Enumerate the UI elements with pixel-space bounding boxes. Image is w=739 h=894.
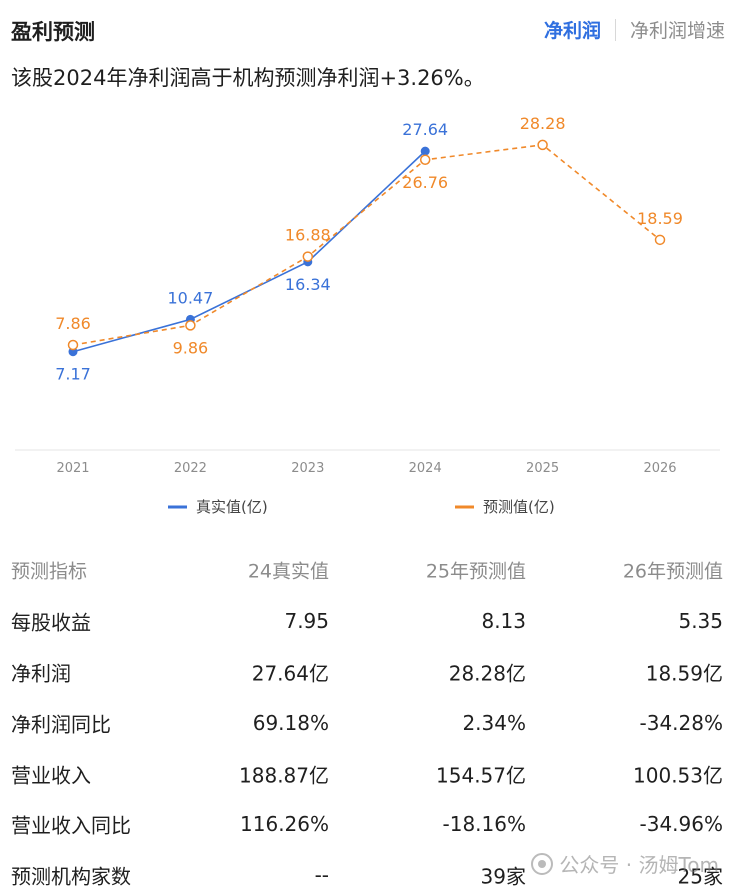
x-tick-2024: 2024 [409, 461, 442, 476]
table-row: 预测机构家数 -- 39家 25家 [0, 850, 739, 894]
x-tick-2023: 2023 [291, 461, 324, 476]
forecast-point-2024 [419, 154, 431, 166]
legend: 真实值(亿) 预测值(亿) [168, 498, 555, 516]
cell-24: -- [314, 863, 329, 888]
table-row: 净利润同比 69.18% 2.34% -34.28% [0, 697, 739, 748]
header-24-actual: 24真实值 [247, 560, 329, 583]
forecast-label-2021: 7.86 [55, 314, 91, 333]
cell-26: 5.35 [678, 609, 723, 634]
forecast-point-2023 [302, 251, 314, 262]
forecast-series: 7.86 9.86 16.88 26.76 28.28 18.59 [55, 114, 683, 358]
cell-24: 7.95 [284, 609, 329, 634]
cell-25: 2.34% [462, 710, 526, 735]
tab-divider [614, 18, 616, 41]
cell-26: 100.53亿 [633, 763, 723, 788]
forecast-point-2022 [185, 320, 196, 331]
row-label: 每股收益 [11, 610, 91, 635]
table-header-row: 预测指标 24真实值 25年预测值 26年预测值 [0, 545, 739, 596]
earnings-forecast-chart: 7.17 10.47 16.34 27.64 7.86 9.86 16.88 26.76 28… [0, 100, 739, 540]
chart-svg: 7.17 10.47 16.34 27.64 7.86 9.86 16.88 26.76 28… [15, 114, 720, 516]
row-label: 预测机构家数 [11, 864, 131, 889]
watermark-text: 公众号 · 汤姆Tom [559, 853, 719, 877]
legend-actual-label: 真实值(亿) [196, 498, 268, 516]
x-tick-labels: 2021 2022 2023 2024 2025 2026 [56, 461, 676, 476]
row-label: 营业收入 [11, 763, 91, 788]
row-label: 营业收入同比 [11, 813, 131, 838]
x-tick-2026: 2026 [643, 461, 676, 476]
cell-24: 27.64亿 [251, 661, 329, 686]
forecast-line [72, 144, 661, 346]
summary-text: 该股2024年净利润高于机构预测净利润+3.26%。 [11, 66, 485, 90]
cell-24: 69.18% [252, 710, 329, 735]
cell-25: 8.13 [481, 609, 526, 634]
cell-25: 28.28亿 [448, 661, 526, 686]
x-tick-2021: 2021 [56, 461, 89, 476]
forecast-label-2022: 9.86 [173, 338, 209, 357]
cell-25: 39家 [480, 864, 526, 889]
row-label: 净利润同比 [11, 712, 111, 737]
cell-25: 154.57亿 [436, 763, 526, 788]
cell-26: -34.96% [639, 812, 723, 837]
forecast-label-2026: 18.59 [637, 209, 683, 228]
actual-line [72, 150, 426, 353]
tab-net-profit[interactable]: 净利润 [543, 20, 601, 42]
forecast-label-2023: 16.88 [285, 226, 331, 245]
metric-tabs: 净利润 净利润增速 [544, 16, 725, 43]
header-metric: 预测指标 [11, 560, 88, 583]
actual-label-2022: 10.47 [167, 288, 213, 307]
forecast-table: 预测指标 24真实值 25年预测值 26年预测值 每股收益 7.95 8.13 … [0, 545, 739, 894]
cell-26: -34.28% [639, 710, 723, 735]
cell-24: 188.87亿 [239, 763, 329, 788]
legend-forecast-label: 预测值(亿) [483, 498, 555, 516]
header: 盈利预测 净利润 净利润增速 [0, 0, 739, 58]
cell-25: -18.16% [442, 812, 526, 837]
table-row: 营业收入同比 116.26% -18.16% -34.96% [0, 799, 739, 850]
forecast-point-2026 [654, 234, 666, 246]
header-25-forecast: 25年预测值 [425, 560, 526, 583]
header-26-forecast: 26年预测值 [622, 560, 723, 583]
actual-series: 7.17 10.47 16.34 27.64 [55, 120, 448, 384]
snowball-logo-icon [531, 852, 554, 875]
cell-26: 25家 [677, 864, 723, 889]
row-label: 净利润 [11, 661, 71, 686]
tab-net-profit-growth[interactable]: 净利润增速 [629, 20, 725, 42]
cell-24: 116.26% [240, 812, 329, 837]
cell-26: 18.59亿 [645, 661, 723, 686]
actual-point-2024 [420, 146, 430, 156]
forecast-point-2021 [67, 339, 79, 351]
page-title: 盈利预测 [11, 20, 95, 44]
actual-label-2021: 7.17 [55, 365, 91, 384]
actual-label-2023: 16.34 [285, 275, 331, 294]
actual-label-2024: 27.64 [402, 120, 448, 139]
forecast-point-2025 [537, 139, 548, 151]
table-row: 每股收益 7.95 8.13 5.35 [0, 596, 739, 647]
forecast-label-2025: 28.28 [520, 114, 566, 133]
watermark: 公众号 · 汤姆Tom [531, 849, 719, 878]
table-row: 营业收入 188.87亿 154.57亿 100.53亿 [0, 748, 739, 799]
table-row: 净利润 27.64亿 28.28亿 18.59亿 [0, 647, 739, 698]
forecast-label-2024: 26.76 [402, 173, 448, 192]
x-tick-2025: 2025 [526, 461, 559, 476]
x-tick-2022: 2022 [174, 461, 207, 476]
